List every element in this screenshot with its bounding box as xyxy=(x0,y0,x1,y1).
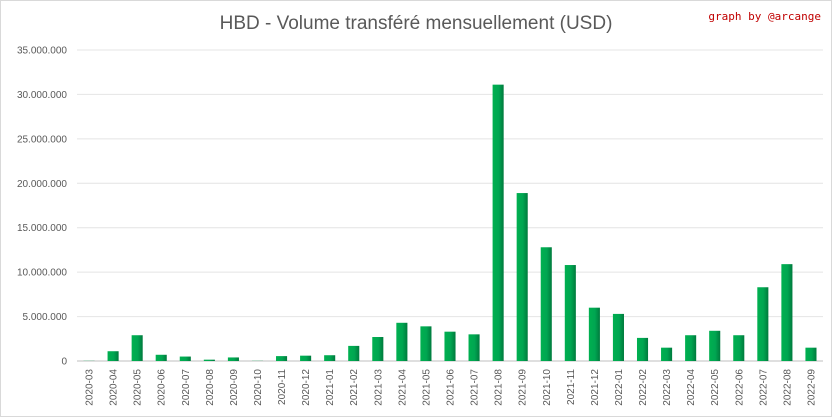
gridlines xyxy=(77,49,823,362)
bar-2022-08 xyxy=(781,264,793,361)
bar-2021-04 xyxy=(396,322,408,361)
x-tick-label: 2022-08 xyxy=(782,369,793,406)
y-tick-label: 25.000.000 xyxy=(17,134,67,145)
chart-credit: graph by @arcange xyxy=(708,10,821,23)
x-tick-label: 2022-07 xyxy=(758,369,769,406)
x-tick-label: 2021-04 xyxy=(397,369,408,406)
bar-2021-10 xyxy=(540,247,552,361)
y-tick-label: 5.000.000 xyxy=(23,312,68,323)
x-tick-label: 2021-06 xyxy=(446,369,457,406)
x-tick-label: 2022-04 xyxy=(686,369,697,406)
x-tick-label: 2020-12 xyxy=(301,369,312,406)
bar-2022-04 xyxy=(685,335,697,361)
bar-2020-08 xyxy=(203,359,215,361)
x-tick-label: 2021-01 xyxy=(325,369,336,406)
bar-2021-11 xyxy=(564,265,576,361)
bar-2020-07 xyxy=(179,356,191,361)
bar-2021-09 xyxy=(516,193,528,361)
x-tick-label: 2021-11 xyxy=(566,369,577,405)
x-tick-label: 2020-07 xyxy=(181,369,192,406)
x-tick-label: 2020-10 xyxy=(253,369,264,406)
x-tick-label: 2021-02 xyxy=(349,369,360,406)
bar-2021-02 xyxy=(348,345,360,361)
x-tick-label: 2020-04 xyxy=(109,369,120,406)
bar-2020-06 xyxy=(155,354,167,361)
y-axis-ticks: 0 5.000.000 10.000.000 15.000.000 20.000.000… xyxy=(17,46,68,368)
x-tick-label: 2021-03 xyxy=(373,369,384,406)
y-tick-label: 30.000.000 xyxy=(17,90,67,101)
x-tick-label: 2020-11 xyxy=(277,369,288,405)
y-tick-label: 15.000.000 xyxy=(17,223,67,234)
bar-2022-06 xyxy=(733,335,745,361)
bar-2022-09 xyxy=(805,347,817,361)
x-axis-ticks: 2020-03 2020-04 2020-05 2020-06 2020-07 2020-… xyxy=(85,369,818,406)
x-tick-label: 2021-12 xyxy=(590,369,601,406)
bar-2021-07 xyxy=(468,334,480,361)
x-tick-label: 2022-09 xyxy=(806,369,817,406)
bar-2020-04 xyxy=(107,351,119,361)
x-tick-label: 2021-10 xyxy=(542,369,553,406)
bar-2021-05 xyxy=(420,326,432,361)
x-tick-label: 2022-03 xyxy=(662,369,673,406)
x-tick-label: 2020-06 xyxy=(157,369,168,406)
x-tick-label: 2022-06 xyxy=(734,369,745,406)
y-tick-label: 10.000.000 xyxy=(17,268,67,279)
bar-2022-07 xyxy=(757,287,769,361)
x-tick-label: 2020-03 xyxy=(85,369,96,406)
y-tick-label: 35.000.000 xyxy=(17,46,67,57)
y-tick-label: 0 xyxy=(61,357,67,368)
x-tick-label: 2020-08 xyxy=(205,369,216,406)
bar-2021-08 xyxy=(492,84,504,361)
bar-2020-09 xyxy=(227,357,239,361)
chart-title: HBD - Volume transféré mensuellement (US… xyxy=(219,13,613,34)
bar-2020-05 xyxy=(131,335,143,361)
x-tick-label: 2022-01 xyxy=(614,369,625,406)
bar-2021-06 xyxy=(444,331,456,361)
bar-2020-11 xyxy=(276,356,288,361)
x-tick-label: 2020-09 xyxy=(229,369,240,406)
bar-2020-12 xyxy=(300,355,312,361)
x-tick-label: 2022-02 xyxy=(638,369,649,406)
y-tick-label: 20.000.000 xyxy=(17,179,67,190)
x-tick-label: 2020-05 xyxy=(133,369,144,406)
x-tick-label: 2021-07 xyxy=(470,369,481,406)
x-tick-label: 2021-09 xyxy=(518,369,529,406)
bar-2022-02 xyxy=(636,337,649,361)
x-tick-label: 2021-05 xyxy=(421,369,432,406)
bar-2021-12 xyxy=(588,307,600,361)
bar-2022-05 xyxy=(709,330,721,361)
bars xyxy=(83,84,817,361)
x-tick-label: 2021-08 xyxy=(494,369,505,406)
x-tick-label: 2022-05 xyxy=(710,369,721,406)
bar-2022-03 xyxy=(661,347,673,361)
bar-2021-03 xyxy=(372,337,384,361)
bar-2022-01 xyxy=(612,313,624,361)
bar-2021-01 xyxy=(324,355,336,361)
